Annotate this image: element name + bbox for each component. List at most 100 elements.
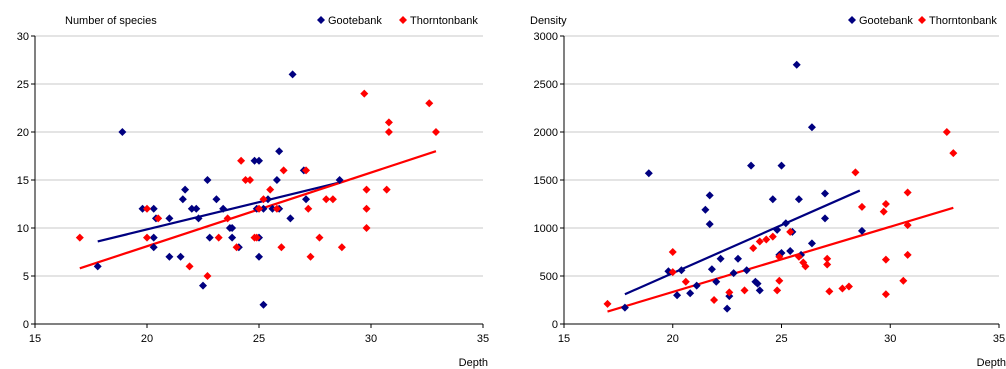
data-point-gootebank xyxy=(705,191,714,200)
data-point-thorntonbank xyxy=(360,89,369,98)
data-point-thorntonbank xyxy=(277,243,286,252)
data-point-gootebank xyxy=(751,277,760,286)
data-point-gootebank xyxy=(149,243,158,252)
data-point-thorntonbank xyxy=(668,248,677,256)
data-point-gootebank xyxy=(729,269,738,278)
data-point-gootebank xyxy=(781,219,790,228)
legend-item-thorntonbank: Thorntonbank xyxy=(918,15,997,27)
data-point-gootebank xyxy=(742,266,751,275)
data-point-gootebank xyxy=(747,161,756,170)
x-tick-label: 35 xyxy=(477,333,489,345)
data-point-gootebank xyxy=(149,204,158,213)
data-point-thorntonbank xyxy=(903,188,912,197)
legend-label: Thorntonbank xyxy=(929,15,997,27)
data-point-thorntonbank xyxy=(603,299,612,308)
chart-species-svg: 0 5 10 15 20 25 30 15 20 25 30 35 Number of species D… xyxy=(17,15,489,369)
data-point-thorntonbank xyxy=(431,128,440,136)
y-axis-title: Density xyxy=(530,15,567,27)
data-point-thorntonbank xyxy=(203,272,212,280)
y-tick-label: 1000 xyxy=(534,223,558,235)
data-point-thorntonbank xyxy=(899,276,908,285)
data-point-thorntonbank xyxy=(823,254,832,263)
data-point-gootebank xyxy=(194,214,203,223)
data-point-thorntonbank xyxy=(879,207,888,216)
data-point-gootebank xyxy=(686,289,695,298)
data-point-thorntonbank xyxy=(246,176,255,184)
data-point-thorntonbank xyxy=(942,128,951,136)
data-point-thorntonbank xyxy=(304,204,313,213)
legend-item-gootebank: Gootebank xyxy=(848,15,913,27)
data-point-gootebank xyxy=(786,247,795,256)
legend-marker xyxy=(399,16,407,24)
data-point-thorntonbank xyxy=(857,202,866,211)
data-point-thorntonbank xyxy=(823,260,832,269)
data-point-gootebank xyxy=(149,233,158,242)
data-point-gootebank xyxy=(792,60,801,69)
data-point-thorntonbank xyxy=(740,286,749,295)
data-point-gootebank xyxy=(794,195,803,204)
trendline-gootebank xyxy=(624,189,861,296)
data-point-thorntonbank xyxy=(241,176,250,184)
legend-marker xyxy=(918,16,926,24)
data-point-gootebank xyxy=(228,233,237,242)
chart-species: 0 5 10 15 20 25 30 15 20 25 30 35 Number of species D… xyxy=(17,15,489,369)
data-point-gootebank xyxy=(712,277,721,286)
data-point-thorntonbank xyxy=(775,252,784,261)
data-point-thorntonbank xyxy=(903,221,912,230)
data-point-gootebank xyxy=(677,266,686,275)
data-point-gootebank xyxy=(263,195,272,204)
data-point-thorntonbank xyxy=(302,166,311,175)
data-point-gootebank xyxy=(286,214,295,223)
y-axis-title: Number of species xyxy=(65,15,157,27)
data-point-gootebank xyxy=(857,226,866,235)
y-tick-label: 3000 xyxy=(534,31,558,43)
data-point-thorntonbank xyxy=(949,149,958,158)
legend-label: Gootebank xyxy=(328,15,382,27)
data-point-gootebank xyxy=(219,204,228,213)
data-point-thorntonbank xyxy=(75,233,84,242)
data-point-gootebank xyxy=(734,254,742,263)
x-tick-label: 35 xyxy=(993,333,1005,345)
x-tick-label: 30 xyxy=(365,333,377,345)
y-tick-label: 500 xyxy=(540,271,558,283)
data-point-gootebank xyxy=(701,205,710,214)
data-point-gootebank xyxy=(93,262,102,271)
data-point-thorntonbank xyxy=(668,268,677,277)
data-point-gootebank xyxy=(644,169,653,178)
data-point-gootebank xyxy=(203,176,212,184)
x-tick-label: 15 xyxy=(558,333,570,345)
y-tick-label: 0 xyxy=(23,319,29,331)
y-tick-label: 2000 xyxy=(534,127,558,139)
data-point-thorntonbank xyxy=(773,286,782,295)
data-point-thorntonbank xyxy=(279,166,288,175)
data-point-gootebank xyxy=(716,254,725,263)
legend-label: Gootebank xyxy=(859,15,913,27)
data-point-gootebank xyxy=(187,204,196,213)
data-point-thorntonbank xyxy=(255,204,263,213)
y-tick-label: 20 xyxy=(17,127,29,139)
data-point-gootebank xyxy=(755,286,764,295)
data-point-thorntonbank xyxy=(794,252,803,261)
data-point-thorntonbank xyxy=(425,99,434,108)
data-point-thorntonbank xyxy=(259,195,268,204)
y-tick-label: 1500 xyxy=(534,175,558,187)
data-point-thorntonbank xyxy=(681,277,690,286)
y-tick-label: 0 xyxy=(552,319,558,331)
data-point-thorntonbank xyxy=(214,233,223,242)
data-point-gootebank xyxy=(199,281,207,290)
data-point-gootebank xyxy=(212,195,221,204)
data-point-thorntonbank xyxy=(775,276,784,285)
data-point-thorntonbank xyxy=(266,185,275,194)
data-point-gootebank xyxy=(707,265,716,274)
data-point-thorntonbank xyxy=(362,185,371,194)
data-point-thorntonbank xyxy=(801,262,810,271)
data-point-thorntonbank xyxy=(272,204,281,213)
data-point-gootebank xyxy=(118,128,127,136)
data-point-thorntonbank xyxy=(337,243,346,252)
data-point-gootebank xyxy=(259,204,268,213)
data-point-thorntonbank xyxy=(825,287,834,296)
data-point-thorntonbank xyxy=(306,252,315,261)
data-point-thorntonbank xyxy=(749,244,758,253)
y-tick-label: 5 xyxy=(23,271,29,283)
x-tick-label: 25 xyxy=(775,333,787,345)
